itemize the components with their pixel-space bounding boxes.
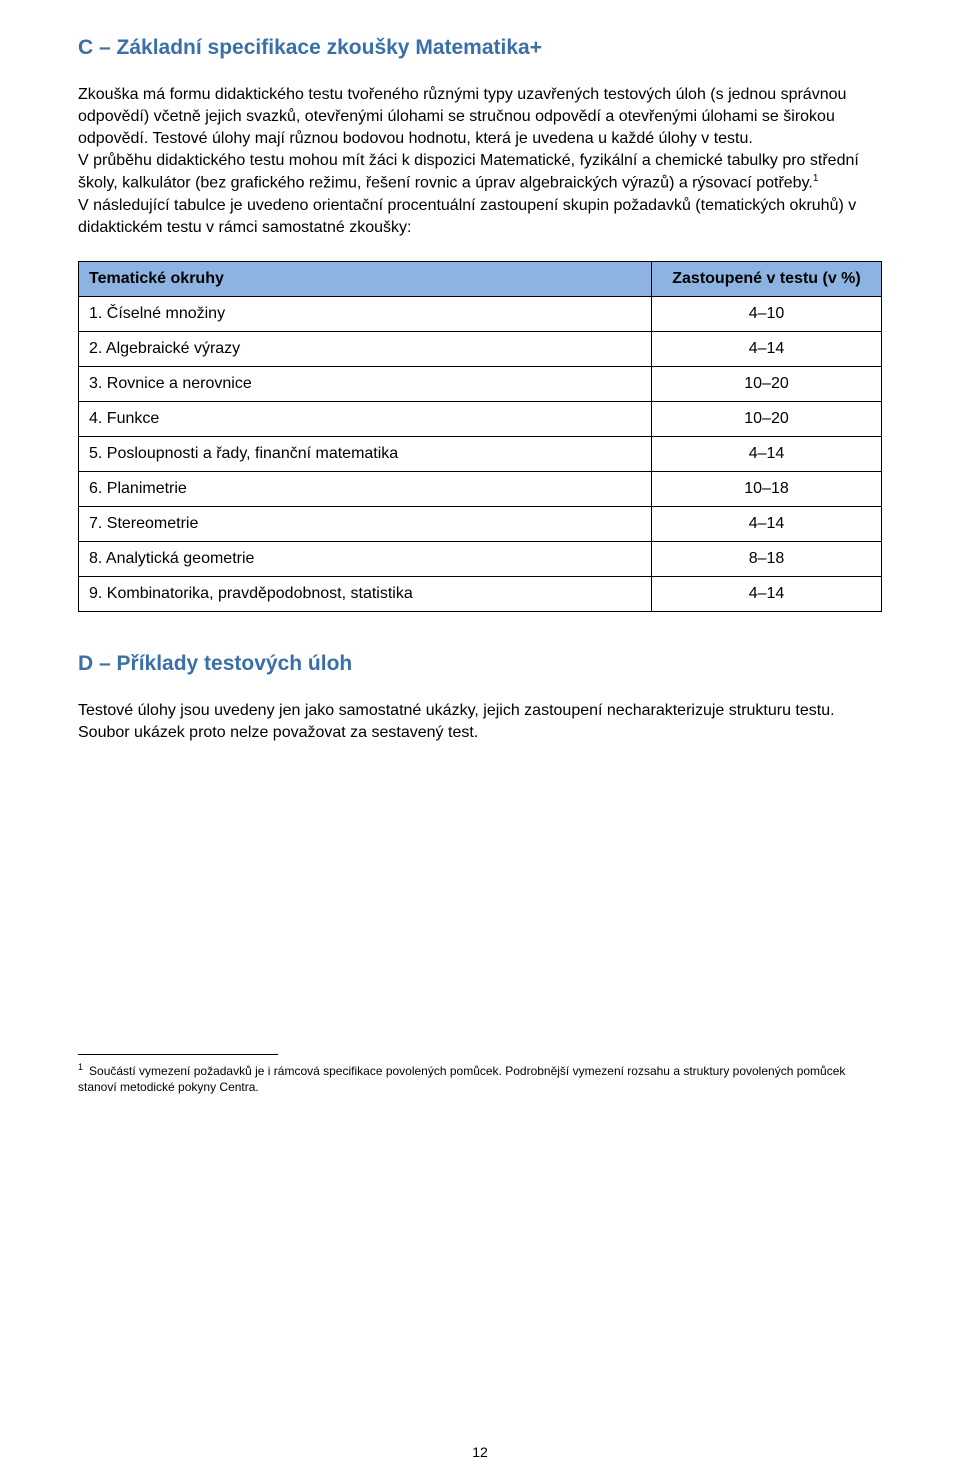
table-cell-label: 9. Kombinatorika, pravděpodobnost, stati… (79, 576, 652, 611)
page-number: 12 (0, 1444, 960, 1460)
table-cell-label: 2. Algebraické výrazy (79, 331, 652, 366)
table-cell-label: 1. Číselné množiny (79, 296, 652, 331)
table-cell-value: 4–14 (652, 506, 882, 541)
table-cell-value: 10–20 (652, 401, 882, 436)
section-d-para: Testové úlohy jsou uvedeny jen jako samo… (78, 700, 882, 744)
topics-table: Tematické okruhy Zastoupené v testu (v %… (78, 261, 882, 612)
footnote-mark: 1 (78, 1062, 83, 1072)
footnote-1: 1Součástí vymezení požadavků je i rámcov… (78, 1061, 882, 1095)
table-cell-label: 8. Analytická geometrie (79, 541, 652, 576)
table-row: 2. Algebraické výrazy 4–14 (79, 331, 882, 366)
table-row: 6. Planimetrie 10–18 (79, 471, 882, 506)
table-cell-value: 10–20 (652, 366, 882, 401)
table-row: 8. Analytická geometrie 8–18 (79, 541, 882, 576)
table-cell-label: 5. Posloupnosti a řady, finanční matemat… (79, 436, 652, 471)
table-cell-value: 4–14 (652, 331, 882, 366)
table-row: 9. Kombinatorika, pravděpodobnost, stati… (79, 576, 882, 611)
table-cell-label: 6. Planimetrie (79, 471, 652, 506)
table-cell-value: 4–14 (652, 436, 882, 471)
table-row: 4. Funkce 10–20 (79, 401, 882, 436)
section-d-heading: D – Příklady testových úloh (78, 652, 882, 676)
table-header-col2: Zastoupené v testu (v %) (652, 261, 882, 296)
table-cell-value: 10–18 (652, 471, 882, 506)
section-c-heading: C – Základní specifikace zkoušky Matemat… (78, 36, 882, 60)
section-c-para3: V následující tabulce je uvedeno orienta… (78, 195, 882, 239)
table-cell-value: 8–18 (652, 541, 882, 576)
table-row: 7. Stereometrie 4–14 (79, 506, 882, 541)
table-row: 3. Rovnice a nerovnice 10–20 (79, 366, 882, 401)
section-c-para2: V průběhu didaktického testu mohou mít ž… (78, 150, 882, 194)
table-cell-label: 3. Rovnice a nerovnice (79, 366, 652, 401)
section-c-para2-text: V průběhu didaktického testu mohou mít ž… (78, 152, 859, 191)
table-row: 1. Číselné množiny 4–10 (79, 296, 882, 331)
table-cell-value: 4–10 (652, 296, 882, 331)
table-header-row: Tematické okruhy Zastoupené v testu (v %… (79, 261, 882, 296)
table-cell-label: 7. Stereometrie (79, 506, 652, 541)
table-cell-label: 4. Funkce (79, 401, 652, 436)
table-header-col1: Tematické okruhy (79, 261, 652, 296)
footnote-text: Součástí vymezení požadavků je i rámcová… (78, 1064, 845, 1094)
table-row: 5. Posloupnosti a řady, finanční matemat… (79, 436, 882, 471)
table-cell-value: 4–14 (652, 576, 882, 611)
section-c-body: Zkouška má formu didaktického testu tvoř… (78, 84, 882, 239)
section-c-para1: Zkouška má formu didaktického testu tvoř… (78, 84, 882, 150)
footnote-separator (78, 1054, 278, 1055)
footnote-ref-1: 1 (813, 173, 819, 184)
